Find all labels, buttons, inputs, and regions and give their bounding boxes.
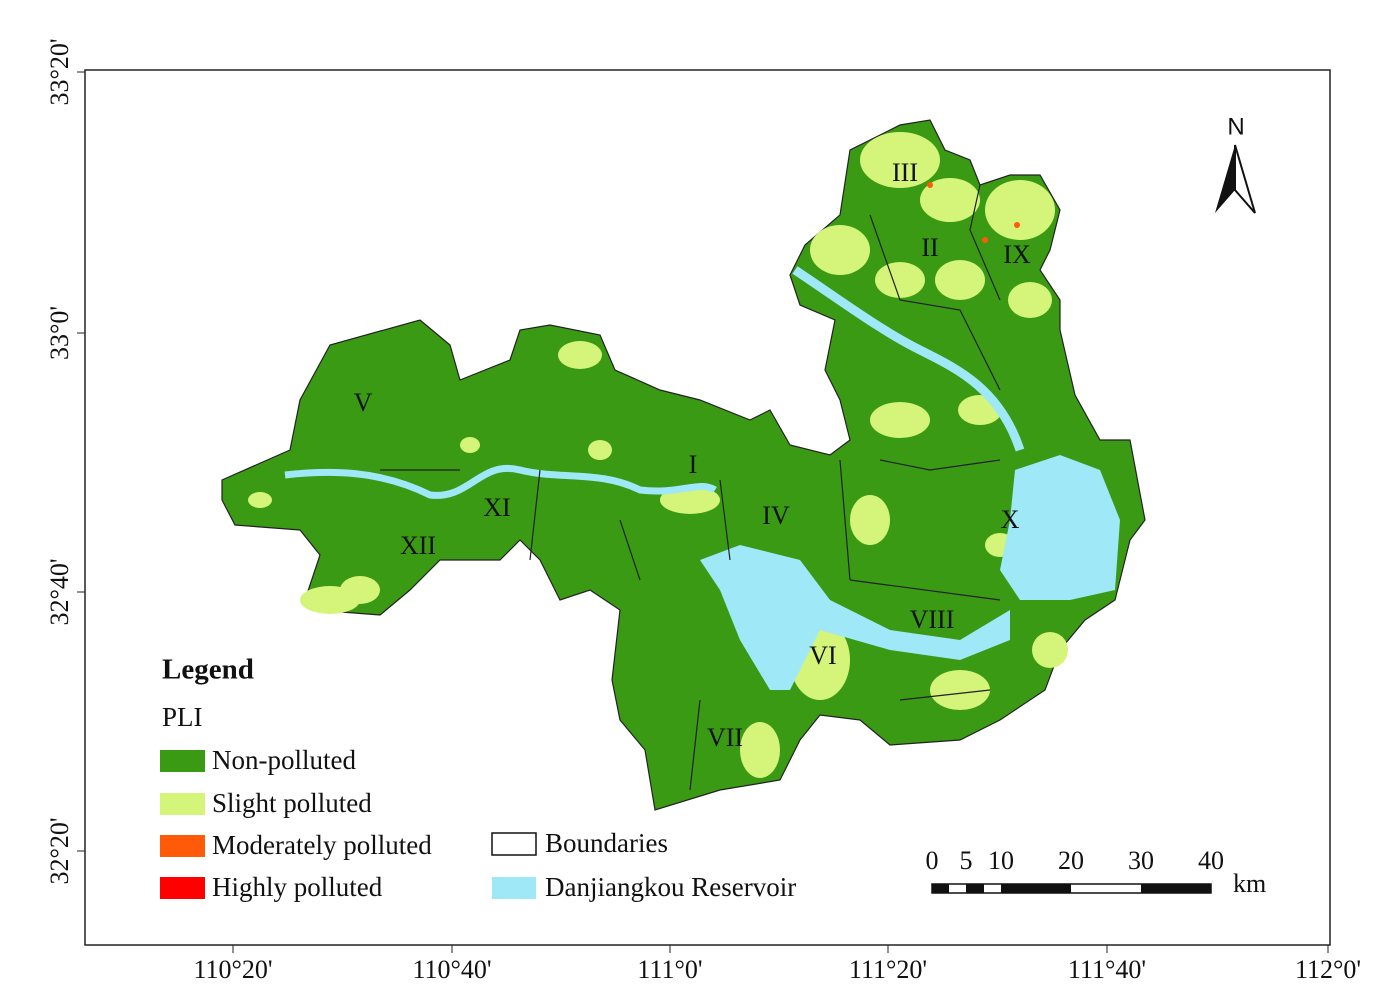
scale-label: 40 <box>1198 846 1224 875</box>
scale-label: 10 <box>988 846 1014 875</box>
slight-polluted-area <box>860 132 940 188</box>
region-label: XI <box>483 493 510 522</box>
pollution-spot <box>982 237 988 243</box>
region-label: VII <box>707 723 743 752</box>
legend-label: Boundaries <box>545 828 668 858</box>
legend-title: Legend <box>162 654 254 686</box>
latitude-label: 33°0' <box>45 306 74 360</box>
scale-segment <box>1141 884 1211 893</box>
latitude-label: 32°40' <box>45 558 74 625</box>
reservoir <box>1000 455 1120 600</box>
scale-segment <box>1001 884 1071 893</box>
legend-swatch <box>492 877 536 899</box>
scale-label: 20 <box>1058 846 1084 875</box>
legend-swatch <box>160 835 205 857</box>
region-label: XII <box>400 531 436 560</box>
longitude-label: 112°0' <box>1295 955 1361 984</box>
scale-segment <box>966 884 984 893</box>
slight-polluted-area <box>460 437 480 453</box>
legend-swatch <box>160 793 205 815</box>
legend-label: Highly polluted <box>212 872 383 902</box>
scale-label: 0 <box>926 846 939 875</box>
longitude-label: 111°0' <box>637 955 702 984</box>
region-label: II <box>921 233 938 262</box>
slight-polluted-area <box>588 440 612 460</box>
slight-polluted-area <box>340 576 380 604</box>
legend-subtitle: PLI <box>162 702 203 732</box>
north-arrow-left <box>1215 145 1235 213</box>
slight-polluted-area <box>850 495 890 545</box>
slight-polluted-area <box>740 722 780 778</box>
map-area <box>221 119 1146 811</box>
scale-label: 30 <box>1128 846 1154 875</box>
legend-label: Slight polluted <box>212 788 372 818</box>
longitude-label: 110°40' <box>412 955 491 984</box>
slight-polluted-area <box>1032 632 1068 668</box>
slight-polluted-area <box>930 670 990 710</box>
longitude-label: 111°20' <box>849 955 927 984</box>
north-label: N <box>1227 113 1244 140</box>
longitude-label: 110°20' <box>193 955 272 984</box>
legend-label: Moderately polluted <box>212 830 432 860</box>
region-label: IX <box>1003 240 1031 269</box>
slight-polluted-area <box>985 180 1055 240</box>
legend-swatch <box>491 832 537 856</box>
region-label: IV <box>762 501 790 530</box>
reservoir <box>700 545 1010 690</box>
north-arrow: N <box>1215 113 1256 214</box>
scale-segment <box>932 884 949 893</box>
region-label: VIII <box>910 605 955 634</box>
legend-swatch <box>160 877 205 899</box>
scale-label: 5 <box>960 846 973 875</box>
legend-label: Danjiangkou Reservoir <box>545 872 796 902</box>
region-label: VI <box>809 641 836 670</box>
region-label: X <box>1001 505 1020 534</box>
legend-swatch <box>160 750 205 772</box>
latitude-label: 33°20' <box>45 38 74 105</box>
boundary <box>380 184 1001 791</box>
longitude-label: 111°40' <box>1068 955 1146 984</box>
slight-polluted-area <box>920 178 980 222</box>
slight-polluted-area <box>248 492 272 508</box>
pollution-spot <box>1014 222 1020 228</box>
slight-polluted-area <box>810 225 870 275</box>
pollution-spot <box>927 182 933 188</box>
region-label: I <box>689 450 698 479</box>
slight-polluted-area <box>875 262 925 298</box>
slight-polluted-area <box>558 341 602 369</box>
slight-polluted-area <box>1008 282 1052 318</box>
slight-polluted-area <box>935 260 985 300</box>
river <box>284 464 717 499</box>
latitude-label: 32°20' <box>45 817 74 884</box>
scale-unit: km <box>1233 869 1266 898</box>
north-arrow-right <box>1234 144 1256 214</box>
slight-polluted-area <box>870 402 930 438</box>
region-label: III <box>892 158 918 187</box>
region-label: V <box>354 388 373 417</box>
river <box>792 266 1025 452</box>
legend-label: Non-polluted <box>212 745 356 775</box>
